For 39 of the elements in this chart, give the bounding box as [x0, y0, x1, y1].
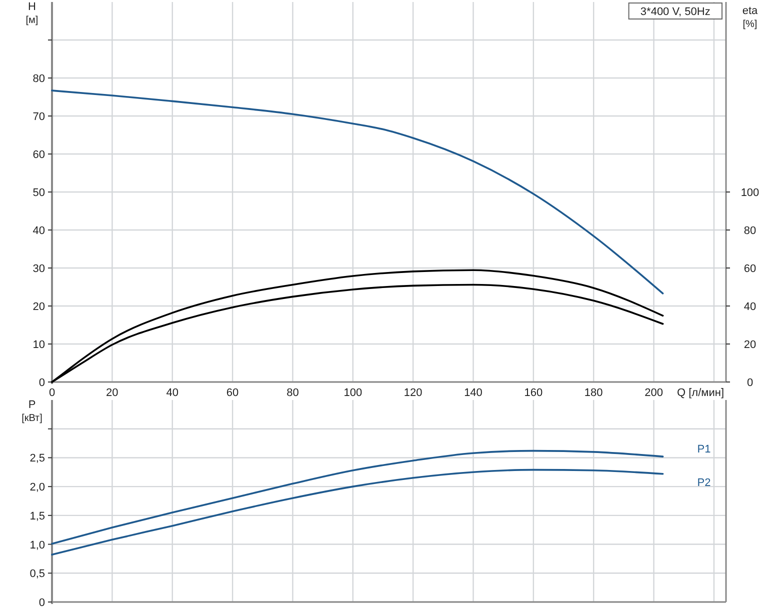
y-tick-label: 70	[32, 111, 45, 123]
y-tick-label: 50	[32, 187, 45, 199]
y-tick-label: 2,5	[30, 452, 45, 465]
x-tick-label: 20	[106, 387, 118, 399]
y-tick-label: 30	[32, 263, 45, 275]
x-tick-label: 0	[48, 387, 56, 399]
y-axis-title: P [кВт]	[22, 399, 43, 424]
annotation: 3*400 V, 50Hz	[640, 6, 710, 18]
x-tick-label: 80	[286, 387, 299, 399]
x-tick-label: 140	[464, 387, 482, 399]
y-tick-label: 60	[32, 149, 45, 161]
y-tick-label: 40	[32, 225, 45, 237]
y2-tick-label: 60	[744, 263, 756, 275]
y-tick-label: 80	[32, 73, 45, 85]
x-tick-label: 160	[524, 387, 543, 399]
x-tick-label: 180	[584, 387, 603, 399]
x-tick-label: 100	[344, 387, 362, 399]
y2-axis-title: eta [%]	[742, 5, 759, 30]
y-tick-label: 2,0	[30, 482, 45, 494]
y-tick-label: 0	[38, 597, 45, 609]
y2-tick-label: 40	[744, 301, 756, 313]
y-tick-label: 1,0	[30, 539, 45, 552]
y2-tick-label: 0	[746, 377, 754, 389]
y-tick-label: 10	[32, 339, 45, 351]
y2-tick-label: 100	[740, 187, 760, 199]
y-tick-label: 1,5	[30, 510, 45, 522]
text: P1	[697, 444, 711, 456]
text: P2	[697, 476, 711, 489]
y-tick-label: 20	[32, 301, 45, 313]
x-tick-label: 120	[404, 387, 422, 399]
x-axis-title: Q [л/мин]	[677, 387, 724, 399]
x-tick-label: 40	[166, 387, 178, 399]
x-tick-label: 60	[226, 387, 239, 399]
y2-tick-label: 80	[744, 225, 756, 237]
y-axis-title: H [м]	[26, 1, 38, 26]
y-tick-label: 0	[38, 377, 45, 389]
y-tick-label: 0,5	[30, 568, 45, 580]
y2-tick-label: 20	[744, 339, 756, 351]
x-tick-label: 200	[644, 387, 663, 399]
